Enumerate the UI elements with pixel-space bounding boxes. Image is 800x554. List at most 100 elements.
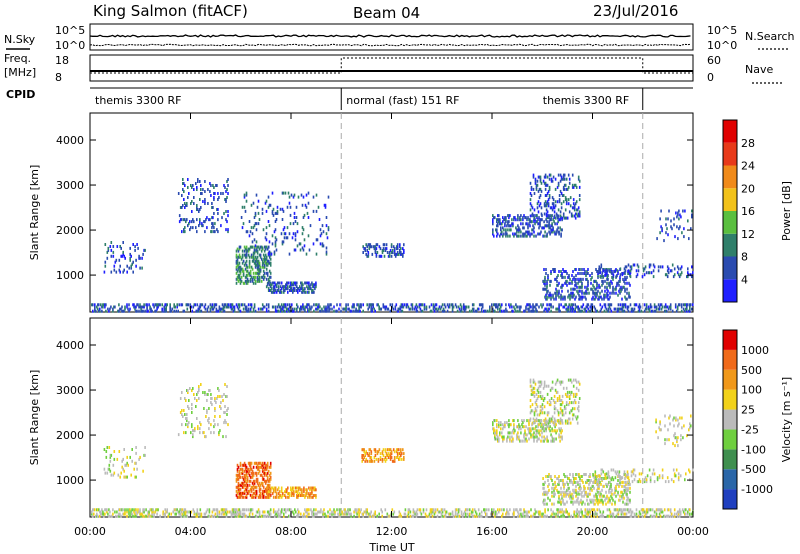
range-gate-cell (553, 488, 555, 492)
range-gate-cell (459, 309, 462, 313)
range-gate-cell (131, 508, 133, 512)
range-gate-cell (400, 303, 403, 307)
range-gate-cell (648, 309, 651, 313)
range-gate-cell (253, 248, 256, 252)
range-gate-cell (567, 482, 569, 486)
range-gate-cell (292, 510, 294, 514)
range-gate-cell (312, 283, 314, 287)
range-gate-cell (299, 309, 301, 313)
range-gate-cell (236, 269, 239, 273)
range-gate-cell (126, 514, 128, 518)
range-gate-cell (567, 198, 570, 202)
range-gate-cell (295, 281, 297, 285)
range-gate-cell (275, 495, 278, 499)
range-gate-cell (223, 508, 226, 512)
range-gate-cell (616, 512, 619, 516)
range-gate-cell (244, 253, 247, 257)
range-gate-cell (532, 307, 534, 311)
range-gate-cell (236, 510, 239, 514)
range-gate-cell (574, 307, 576, 311)
range-gate-cell (656, 237, 658, 241)
range-gate-cell (384, 456, 387, 459)
range-gate-cell (572, 488, 574, 492)
range-gate-cell (429, 508, 432, 512)
range-gate-cell (399, 456, 401, 459)
range-gate-cell (458, 307, 461, 311)
range-gate-cell (250, 508, 253, 512)
range-gate-cell (635, 512, 638, 516)
range-gate-cell (258, 253, 261, 257)
nave-tick-top: 60 (707, 54, 721, 67)
colorbar-tick-label: 12 (741, 228, 755, 241)
range-gate-cell (514, 307, 516, 311)
range-gate-cell (542, 492, 544, 496)
range-gate-cell (227, 210, 229, 213)
range-gate-cell (315, 303, 317, 307)
range-gate-cell (159, 514, 161, 518)
range-gate-cell (191, 186, 193, 189)
range-gate-cell (520, 431, 522, 435)
range-gate-cell (546, 210, 549, 214)
range-gate-cell (502, 512, 504, 516)
range-gate-cell (247, 279, 250, 283)
range-gate-cell (581, 291, 583, 295)
range-gate-cell (686, 307, 688, 311)
range-gate-cell (376, 243, 379, 247)
range-gate-cell (581, 283, 583, 287)
range-gate-cell (496, 429, 498, 433)
range-gate-cell (193, 510, 196, 514)
range-gate-cell (139, 512, 141, 516)
range-gate-cell (273, 289, 276, 292)
range-gate-cell (401, 452, 403, 456)
range-gate-cell (486, 512, 488, 516)
range-gate-cell (587, 514, 590, 518)
range-gate-cell (206, 508, 209, 512)
range-gate-cell (283, 289, 285, 292)
range-gate-cell (245, 265, 248, 269)
range-gate-cell (237, 465, 240, 469)
range-gate-cell (348, 508, 350, 512)
range-gate-cell (554, 475, 556, 478)
range-gate-cell (460, 307, 463, 311)
range-gate-cell (686, 275, 688, 279)
range-gate-cell (518, 425, 520, 429)
range-gate-cell (496, 425, 498, 429)
range-gate-cell (430, 309, 433, 313)
range-gate-cell (334, 512, 336, 516)
range-gate-cell (242, 271, 245, 275)
range-gate-cell (464, 512, 467, 516)
range-gate-cell (254, 261, 257, 265)
range-gate-cell (518, 435, 520, 439)
range-gate-cell (186, 510, 189, 514)
range-gate-cell (633, 263, 636, 267)
range-gate-cell (580, 295, 582, 299)
range-gate-cell (306, 305, 308, 309)
range-gate-cell (256, 463, 259, 467)
range-gate-cell (283, 290, 285, 294)
range-gate-cell (592, 291, 594, 295)
range-gate-cell (644, 510, 647, 514)
range-gate-cell (117, 473, 120, 477)
range-gate-cell (591, 275, 593, 279)
range-gate-cell (573, 477, 575, 480)
range-gate-cell (549, 388, 552, 392)
range-gate-cell (269, 493, 272, 497)
range-gate-cell (187, 186, 189, 189)
range-gate-cell (562, 490, 564, 494)
range-gate-cell (299, 307, 301, 311)
range-gate-cell (553, 429, 555, 433)
range-gate-cell (314, 283, 316, 287)
range-gate-cell (384, 305, 387, 309)
range-gate-cell (558, 480, 560, 484)
range-gate-cell (309, 488, 311, 492)
range-gate-cell (356, 512, 358, 516)
colorbar-swatch (723, 279, 737, 302)
range-gate-cell (589, 309, 592, 313)
range-gate-cell (244, 495, 247, 499)
range-gate-cell (509, 214, 511, 218)
range-gate-cell (542, 179, 545, 183)
range-gate-cell (164, 303, 166, 307)
range-gate-cell (550, 218, 552, 222)
